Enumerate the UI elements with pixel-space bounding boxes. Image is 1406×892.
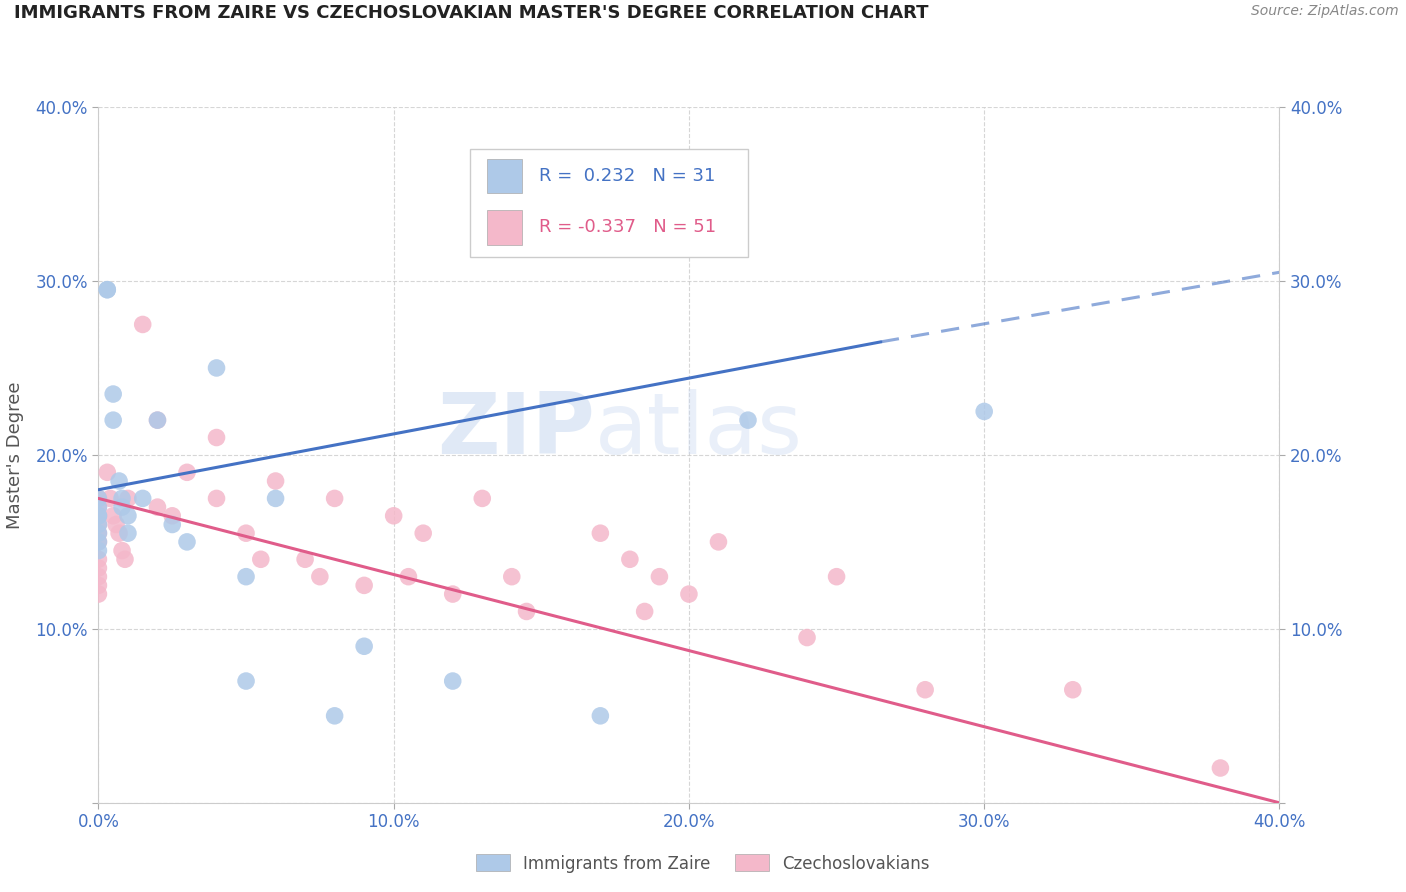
FancyBboxPatch shape <box>486 159 523 194</box>
Point <box>146 500 169 514</box>
Point <box>235 570 257 584</box>
Text: atlas: atlas <box>595 389 803 472</box>
Point <box>1209 761 1232 775</box>
Point <box>633 605 655 619</box>
Point <box>108 526 131 541</box>
Point <box>108 474 131 488</box>
Point <box>87 561 110 575</box>
Point <box>737 413 759 427</box>
Point <box>353 578 375 592</box>
Point <box>825 570 848 584</box>
Point <box>96 283 118 297</box>
Point <box>87 534 110 549</box>
Point <box>87 491 110 506</box>
Point <box>264 491 287 506</box>
Point <box>323 708 346 723</box>
Point <box>796 631 818 645</box>
Point <box>111 543 134 558</box>
Point <box>96 283 118 297</box>
Point <box>87 500 110 514</box>
Point <box>162 517 183 532</box>
Text: IMMIGRANTS FROM ZAIRE VS CZECHOSLOVAKIAN MASTER'S DEGREE CORRELATION CHART: IMMIGRANTS FROM ZAIRE VS CZECHOSLOVAKIAN… <box>14 4 928 22</box>
Point <box>87 552 110 566</box>
Point <box>205 431 228 445</box>
Point <box>619 552 641 566</box>
Point <box>87 526 110 541</box>
Point <box>441 674 464 689</box>
Text: ZIP: ZIP <box>437 389 595 472</box>
Point <box>117 508 139 523</box>
Point <box>515 605 537 619</box>
Point <box>1062 682 1084 697</box>
Point <box>96 466 118 480</box>
Text: Source: ZipAtlas.com: Source: ZipAtlas.com <box>1251 4 1399 19</box>
Point <box>264 474 287 488</box>
Point <box>323 491 346 506</box>
Point <box>382 508 405 523</box>
Point <box>396 570 419 584</box>
Point <box>87 508 110 523</box>
Point <box>412 526 434 541</box>
Point <box>146 413 169 427</box>
Text: R =  0.232   N = 31: R = 0.232 N = 31 <box>538 167 716 185</box>
Point <box>235 674 257 689</box>
Point <box>87 491 110 506</box>
Point <box>87 526 110 541</box>
Point <box>117 491 139 506</box>
Point <box>87 517 110 532</box>
Point <box>589 708 612 723</box>
Point <box>973 404 995 418</box>
Point <box>87 508 110 523</box>
Point <box>146 413 169 427</box>
Point <box>132 491 155 506</box>
Point <box>235 526 257 541</box>
Point <box>87 578 110 592</box>
Point <box>707 534 730 549</box>
Point <box>678 587 700 601</box>
Point <box>294 552 316 566</box>
Point <box>501 570 523 584</box>
Point <box>205 360 228 375</box>
Point <box>353 639 375 653</box>
Point <box>250 552 273 566</box>
Point <box>87 500 110 514</box>
Point <box>87 508 110 523</box>
Point <box>103 508 125 523</box>
FancyBboxPatch shape <box>486 210 523 244</box>
Point <box>114 552 136 566</box>
Point <box>87 587 110 601</box>
Point <box>98 491 121 506</box>
Point <box>87 570 110 584</box>
Point <box>914 682 936 697</box>
Point <box>111 500 134 514</box>
Point <box>87 543 110 558</box>
Legend: Immigrants from Zaire, Czechoslovakians: Immigrants from Zaire, Czechoslovakians <box>470 847 936 880</box>
Point <box>87 517 110 532</box>
Point <box>87 534 110 549</box>
Point <box>105 517 128 532</box>
Y-axis label: Master's Degree: Master's Degree <box>7 381 24 529</box>
Point <box>589 526 612 541</box>
Point <box>117 526 139 541</box>
Point <box>471 491 494 506</box>
Point <box>176 466 198 480</box>
Point <box>111 491 134 506</box>
Point <box>205 491 228 506</box>
FancyBboxPatch shape <box>471 149 748 257</box>
Point <box>162 508 183 523</box>
Text: R = -0.337   N = 51: R = -0.337 N = 51 <box>538 219 716 236</box>
Point <box>441 587 464 601</box>
Point <box>176 534 198 549</box>
Point <box>648 570 671 584</box>
Point <box>132 318 155 332</box>
Point <box>103 413 125 427</box>
Point <box>309 570 332 584</box>
Point <box>103 387 125 401</box>
